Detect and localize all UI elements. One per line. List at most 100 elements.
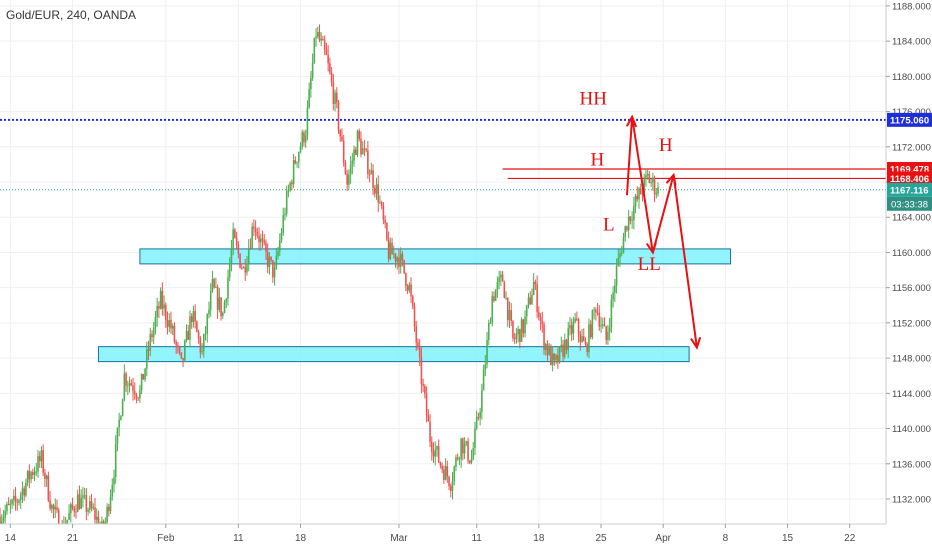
candle-body xyxy=(358,130,361,139)
candle-body xyxy=(496,281,499,290)
candle-body xyxy=(175,341,177,346)
candle-body xyxy=(23,488,25,496)
candle-body xyxy=(455,457,457,467)
candle-body xyxy=(519,329,521,342)
candle-body xyxy=(449,486,452,491)
candle-body xyxy=(221,312,224,317)
candle-body xyxy=(510,310,513,321)
candle-body xyxy=(482,369,485,391)
candle-body xyxy=(304,135,307,143)
candle-body xyxy=(413,306,416,327)
candle-body xyxy=(204,333,207,335)
candle-body xyxy=(325,49,328,55)
candle-body xyxy=(524,316,526,334)
candle-body xyxy=(477,417,480,419)
candle-body xyxy=(332,82,335,105)
candle-body xyxy=(251,226,253,249)
candle-body xyxy=(183,340,186,361)
candle-body xyxy=(182,358,184,361)
swing-label[interactable]: H xyxy=(659,135,673,156)
candle-body xyxy=(297,152,300,163)
candle-body xyxy=(284,213,286,216)
time-axis[interactable]: 14 21 Feb 11 18 Mar 11 18 25 Apr 8 15 22 xyxy=(5,524,856,544)
candle-body xyxy=(598,313,601,327)
candle-body xyxy=(13,495,15,500)
candle-body xyxy=(515,334,518,339)
candle-body xyxy=(341,136,343,141)
candle-body xyxy=(247,247,250,264)
candle-body xyxy=(508,310,511,321)
candle-body xyxy=(165,304,167,321)
candle-body xyxy=(512,320,514,338)
y-tick-label: 1152.000 xyxy=(892,318,931,329)
x-tick-label: 8 xyxy=(723,533,729,544)
candle-body xyxy=(125,373,127,386)
candle-body xyxy=(500,274,502,278)
price-badge-label: 1169.478 xyxy=(890,164,929,175)
candle-body xyxy=(253,226,255,229)
candle-body xyxy=(277,251,279,256)
y-tick-label: 1172.000 xyxy=(892,142,931,153)
candle-body xyxy=(456,457,459,460)
candle-body xyxy=(603,324,606,327)
candle-body xyxy=(156,305,158,318)
candle-body xyxy=(437,446,440,463)
candle-body xyxy=(562,344,564,357)
candle-body xyxy=(173,325,176,342)
candle-body xyxy=(308,89,310,108)
candle-body xyxy=(75,511,77,513)
candle-body xyxy=(68,513,70,520)
candle-body xyxy=(166,320,169,327)
candle-body xyxy=(548,346,551,355)
candle-body xyxy=(142,374,145,380)
candle-body xyxy=(373,187,376,194)
candle-body xyxy=(448,476,450,487)
candle-body xyxy=(130,383,133,386)
candle-body xyxy=(349,164,352,175)
candle-body xyxy=(213,279,215,288)
swing-label[interactable]: L xyxy=(603,214,615,235)
candle-body xyxy=(111,484,114,497)
candle-body xyxy=(285,191,288,214)
candle-body xyxy=(553,353,556,360)
price-axis[interactable]: 1132.000 1136.000 1140.000 1144.000 1148.000… xyxy=(886,1,931,505)
candle-body xyxy=(494,289,497,301)
candle-body xyxy=(557,355,559,363)
candle-body xyxy=(377,184,380,203)
countdown-badge-label: 03:33:38 xyxy=(891,199,928,210)
candle-body xyxy=(572,321,575,334)
candle-body xyxy=(446,466,449,477)
x-tick-label: 14 xyxy=(5,533,17,544)
support-zone-2[interactable] xyxy=(97,346,690,363)
swing-label[interactable]: H xyxy=(591,149,605,170)
candle-body xyxy=(90,501,93,509)
candle-body xyxy=(531,295,533,305)
y-tick-label: 1148.000 xyxy=(892,354,931,365)
candle-body xyxy=(375,184,378,194)
candle-body xyxy=(237,244,240,254)
support-zone-1[interactable] xyxy=(139,248,732,265)
swing-label[interactable]: LL xyxy=(638,254,661,275)
candle-body xyxy=(228,263,231,278)
candle-body xyxy=(123,373,126,400)
candle-body xyxy=(215,286,217,288)
candle-body xyxy=(389,242,392,260)
projection-arrowhead xyxy=(666,172,677,186)
candle-body xyxy=(49,500,51,509)
candle-body xyxy=(570,325,573,334)
candle-body xyxy=(258,235,260,243)
candle-body xyxy=(493,296,495,301)
projection-arrowhead xyxy=(626,114,637,128)
candle-body xyxy=(234,229,236,238)
candle-body xyxy=(386,223,388,240)
candle-body xyxy=(329,63,331,73)
swing-label[interactable]: HH xyxy=(580,89,608,110)
candle-body xyxy=(344,162,347,175)
candle-body xyxy=(56,507,58,511)
y-tick-label: 1140.000 xyxy=(892,424,931,435)
candle-body xyxy=(607,331,609,341)
candle-body xyxy=(380,202,383,207)
